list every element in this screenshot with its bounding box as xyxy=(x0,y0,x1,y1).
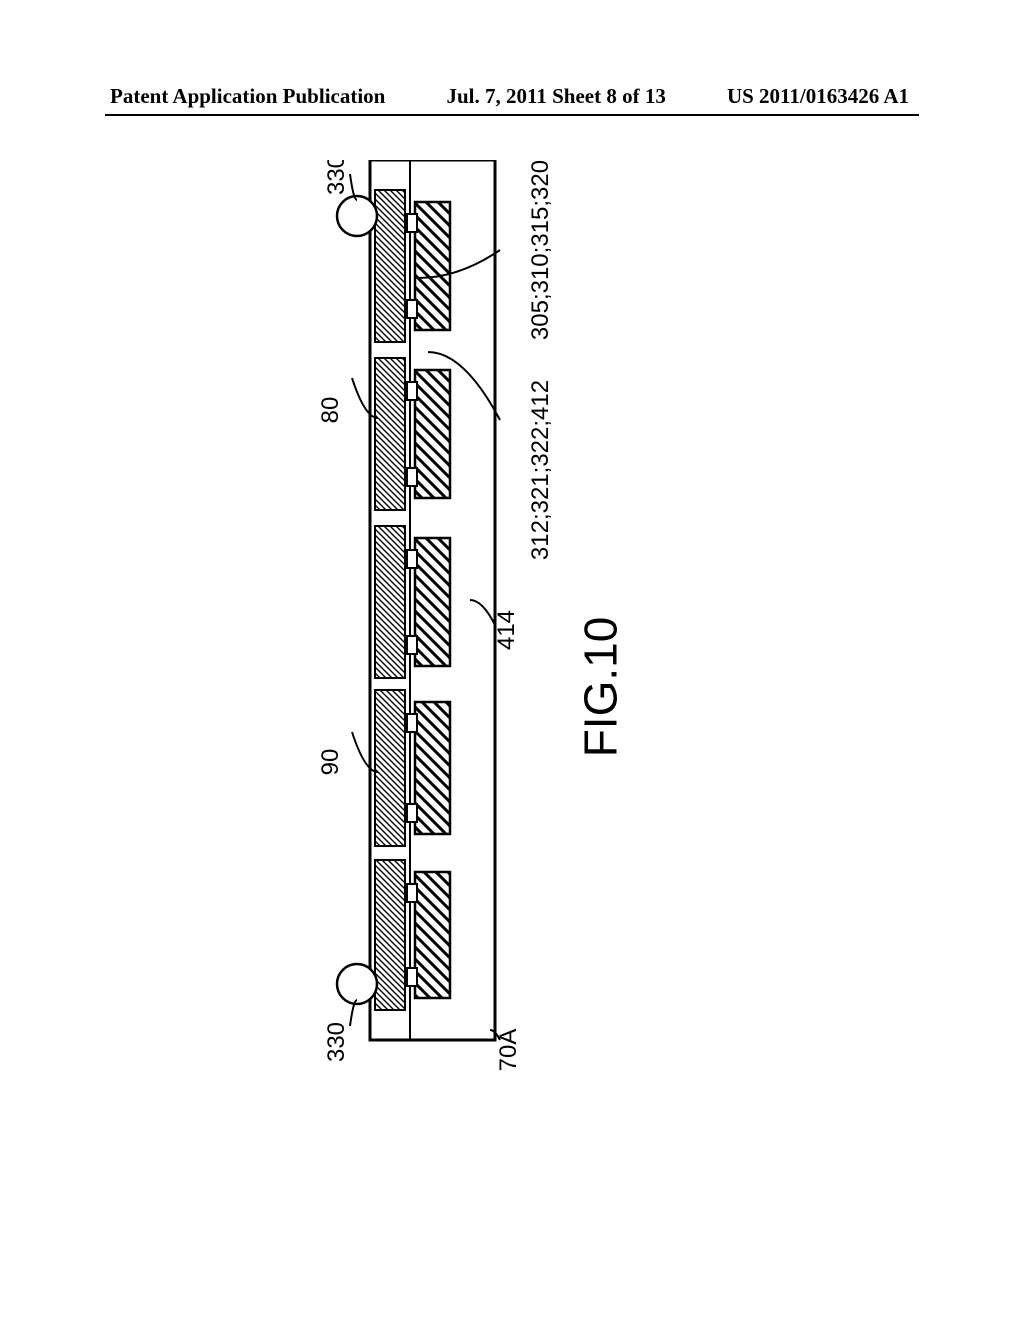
svg-text:330: 330 xyxy=(323,160,350,195)
svg-text:414: 414 xyxy=(493,610,520,650)
header-right: US 2011/0163426 A1 xyxy=(727,84,909,109)
svg-text:312;321;322;412: 312;321;322;412 xyxy=(527,380,554,560)
figure-caption: FIG.10 xyxy=(573,617,627,758)
header-center: Jul. 7, 2011 Sheet 8 of 13 xyxy=(446,84,665,109)
page-header: Patent Application Publication Jul. 7, 2… xyxy=(0,84,1024,109)
svg-text:80: 80 xyxy=(317,397,344,424)
svg-text:90: 90 xyxy=(317,749,344,776)
header-rule xyxy=(105,114,919,116)
figure-10: 330 330 80 90 70A 414 305;310;315;320 312;321;3… xyxy=(300,160,720,1145)
figure-svg: 330 330 80 90 70A 414 305;310;315;320 312;321;3… xyxy=(300,160,720,1145)
svg-text:330: 330 xyxy=(323,1022,350,1062)
svg-text:70A: 70A xyxy=(495,1029,522,1072)
svg-text:305;310;315;320: 305;310;315;320 xyxy=(527,160,554,340)
header-left: Patent Application Publication xyxy=(110,84,385,109)
